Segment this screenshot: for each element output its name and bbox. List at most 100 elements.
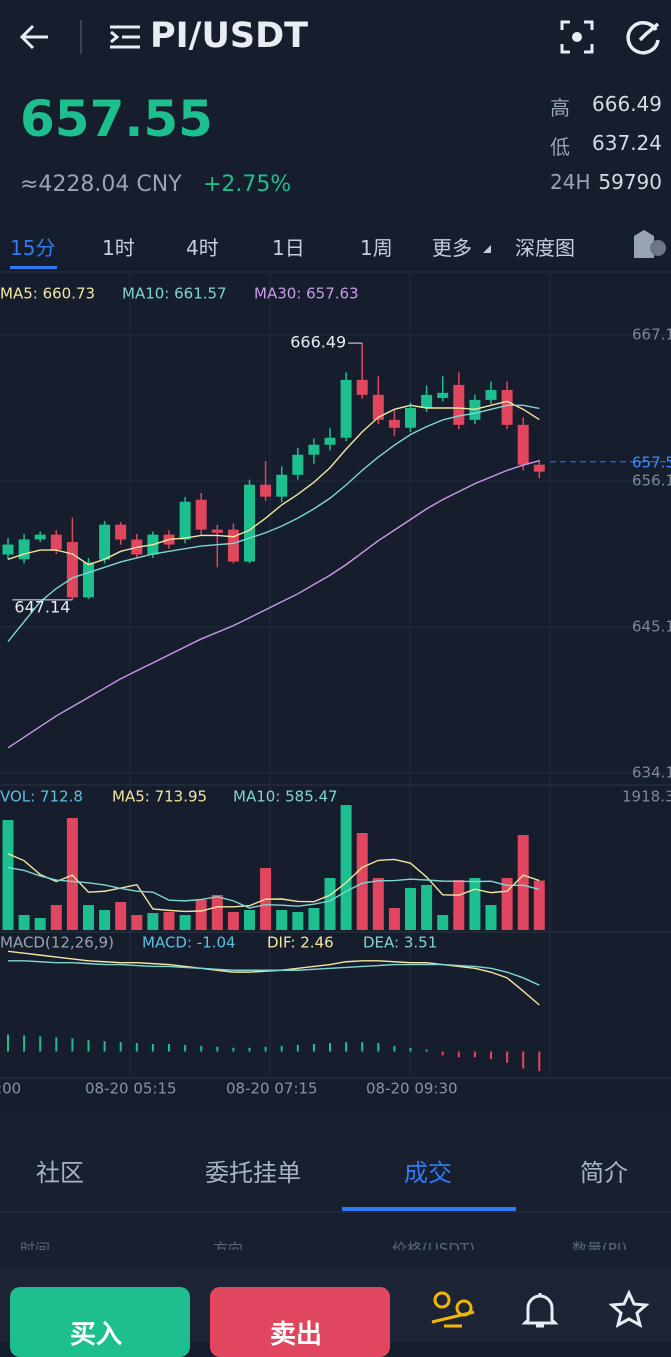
interval-tab[interactable]: 更多 — [432, 236, 472, 260]
candle-body — [356, 379, 368, 395]
cny-price: ≈4228.04 CNY — [20, 172, 182, 197]
tab-underline — [10, 266, 57, 269]
trade-column: 方向 — [213, 1240, 244, 1250]
macd-bar — [345, 1042, 348, 1052]
refresh-icon[interactable] — [626, 20, 662, 56]
candle-body — [260, 484, 272, 497]
macd-bar — [296, 1044, 299, 1052]
volume-bar — [324, 878, 336, 930]
volume-bar — [485, 905, 497, 930]
vol-ma-legend: MA5: 713.95 — [112, 788, 207, 806]
last-price-label: 657.55 — [632, 453, 671, 471]
trade-column: 时间 — [20, 1240, 51, 1250]
macd-value: MACD: -1.04 — [142, 934, 236, 952]
interval-tab[interactable]: 15分 — [10, 236, 56, 260]
candle-body — [517, 424, 529, 465]
candle-body — [99, 524, 111, 560]
pair-title: PI/USDT — [150, 16, 309, 56]
tab-underline — [342, 1207, 516, 1211]
candle-body — [211, 529, 223, 533]
favorite-icon[interactable] — [609, 1290, 649, 1330]
y-tick-label: 656.1 — [632, 472, 671, 490]
vol-ma-line — [7, 853, 540, 913]
bottom-tab[interactable]: 简介 — [580, 1159, 628, 1187]
candle-body — [437, 392, 449, 398]
macd-bar — [329, 1043, 331, 1052]
stat-label: 高 — [550, 96, 570, 120]
ma-legend: MA5: 660.73 — [0, 285, 95, 303]
volume-bar — [83, 905, 94, 930]
interval-tab[interactable]: 1时 — [102, 236, 135, 260]
ma-legend: MA30: 657.63 — [254, 285, 359, 303]
volume-bar — [501, 878, 513, 930]
macd-bar — [522, 1051, 525, 1069]
volume-bar — [437, 915, 449, 930]
bottom-tab[interactable]: 社区 — [36, 1159, 84, 1187]
change: +2.75% — [203, 172, 292, 197]
x-tick-label: 08-20 09:30 — [366, 1080, 458, 1098]
trade-header: 时间 方向 价格(USDT) 数量(PI) — [0, 1236, 671, 1250]
macd-bar — [248, 1047, 251, 1052]
divider — [80, 20, 82, 54]
macd-series-legend: DEA: 3.51 — [363, 934, 437, 952]
candle-body — [372, 394, 384, 420]
candle-body — [485, 389, 497, 400]
macd-legend: MACD(12,26,9) — [0, 934, 114, 952]
scan-icon[interactable] — [560, 20, 594, 54]
dropdown-arrow — [483, 245, 491, 253]
candle-body — [227, 529, 239, 562]
volume-bar — [469, 878, 481, 930]
macd-bar — [377, 1043, 380, 1052]
volume-bar — [34, 918, 46, 930]
interval-tab[interactable]: 深度图 — [515, 236, 575, 260]
macd-bar — [7, 1034, 9, 1052]
macd-bar — [23, 1035, 26, 1052]
ma-legend: MA10: 661.57 — [122, 285, 227, 303]
macd-bar — [264, 1046, 267, 1052]
macd-bar — [393, 1045, 396, 1052]
candle-body — [324, 437, 336, 445]
menu-icon[interactable] — [108, 24, 142, 50]
interval-tab[interactable]: 1日 — [272, 236, 305, 260]
macd-bar — [168, 1043, 170, 1052]
candle-body — [2, 544, 14, 555]
ma-line — [7, 400, 540, 566]
volume-bar — [405, 887, 416, 930]
volume-bar — [388, 908, 400, 930]
candle-body — [292, 454, 304, 475]
stat-label: 24H — [550, 170, 591, 194]
interval-tab[interactable]: 4时 — [186, 236, 219, 260]
volume-bar — [227, 911, 239, 930]
candle-body — [115, 524, 127, 540]
macd-bar — [490, 1051, 492, 1060]
ma-line — [7, 404, 540, 643]
vol-ma-legend: MA10: 585.47 — [233, 788, 338, 806]
candle-body — [244, 484, 255, 562]
back-icon[interactable] — [18, 22, 52, 52]
x-tick-label: 08-20 07:15 — [226, 1080, 318, 1098]
macd-bar — [280, 1045, 283, 1052]
convert-icon[interactable] — [430, 1290, 476, 1330]
volume-bar — [340, 805, 352, 930]
candle-body — [18, 539, 30, 560]
macd-bar — [119, 1042, 122, 1052]
macd-series-legend: DIF: 2.46 — [267, 934, 334, 952]
candle-body — [66, 542, 78, 598]
bottom-tab[interactable]: 委托挂单 — [205, 1159, 301, 1187]
sell-label[interactable]: 卖出 — [270, 1320, 323, 1350]
bottom-tab[interactable]: 成交 — [404, 1159, 452, 1187]
volume-bar — [453, 880, 465, 930]
candle-body — [533, 464, 545, 472]
buy-label[interactable]: 买入 — [70, 1320, 123, 1350]
settings-icon[interactable] — [632, 228, 671, 260]
vol-legend: VOL: 712.8 — [0, 788, 83, 806]
y-tick-label: 667.1 — [632, 326, 671, 344]
candle-body — [388, 419, 400, 428]
macd-bar — [232, 1047, 235, 1052]
alert-icon[interactable] — [522, 1290, 558, 1330]
candle-body — [34, 534, 46, 540]
interval-tab[interactable]: 1周 — [360, 236, 393, 260]
macd-line — [7, 950, 540, 1006]
candle-body — [195, 499, 207, 530]
